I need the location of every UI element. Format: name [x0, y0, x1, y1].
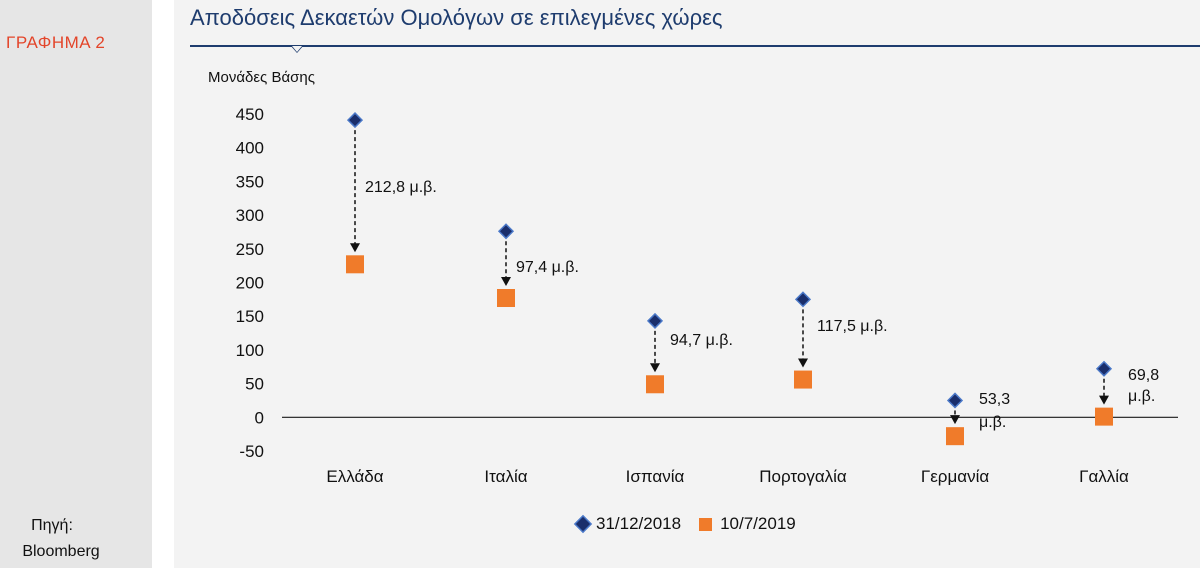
change-annotations: 212,8 μ.β. 97,4 μ.β. 94,7 μ.β. 117,5 μ.β. 53… — [365, 179, 1159, 431]
title-notch-inner — [292, 46, 302, 52]
change-arrow-head — [350, 243, 360, 253]
change-arrow-head — [501, 277, 511, 287]
chart-panel — [174, 0, 1200, 568]
x-tick-label: Ελλάδα — [326, 467, 383, 486]
y-axis-label: Μονάδες Βάσης — [208, 69, 315, 86]
diamond-marker-icon — [575, 516, 591, 532]
change-annotation: 94,7 μ.β. — [670, 332, 733, 349]
change-annotation: μ.β. — [979, 414, 1006, 431]
panel-gap — [152, 0, 174, 568]
y-tick-label: 400 — [236, 139, 264, 158]
y-tick-label: 50 — [245, 375, 264, 394]
change-annotation: 69,8 — [1128, 367, 1159, 384]
graph-number-label: ΓΡΑΦΗΜΑ 2 — [6, 33, 106, 52]
change-annotation: 212,8 μ.β. — [365, 179, 437, 196]
change-arrow-head — [950, 415, 960, 425]
change-annotation: 97,4 μ.β. — [516, 259, 579, 276]
square-marker — [346, 255, 364, 274]
source-label: Πηγή: — [31, 517, 73, 534]
change-arrow-head — [650, 363, 660, 373]
square-marker — [1095, 407, 1113, 426]
y-axis-ticks: 450 400 350 300 250 200 150 100 50 0 -50 — [236, 105, 264, 461]
x-tick-label: Πορτογαλία — [759, 467, 847, 486]
square-marker-icon — [699, 517, 713, 531]
diamond-marker — [497, 223, 515, 240]
square-marker — [946, 427, 964, 446]
y-tick-label: 200 — [236, 274, 264, 293]
chart-title: Αποδόσεις Δεκαετών Ομολόγων σε επιλεγμέν… — [190, 5, 723, 30]
x-tick-label: Ιταλία — [484, 467, 527, 486]
source-value: Bloomberg — [22, 543, 100, 560]
y-tick-label: 0 — [255, 408, 264, 427]
x-tick-label: Γερμανία — [921, 467, 990, 486]
y-tick-label: 300 — [236, 206, 264, 225]
diamond-marker — [646, 312, 664, 329]
legend-item-series-1: 31/12/2018 — [575, 514, 682, 534]
left-panel: ΓΡΑΦΗΜΑ 2 Πηγή: Bloomberg — [0, 0, 152, 568]
y-tick-label: 450 — [236, 105, 264, 124]
change-arrows — [350, 130, 1109, 425]
y-tick-label: 350 — [236, 172, 264, 191]
square-marker — [646, 375, 664, 394]
change-annotation: 117,5 μ.β. — [817, 318, 888, 335]
legend-label-series-2: 10/7/2019 — [720, 514, 796, 533]
y-tick-label: 100 — [236, 341, 264, 360]
title-rule — [190, 45, 1200, 47]
x-tick-label: Ισπανία — [626, 467, 685, 486]
change-annotation: 53,3 — [979, 391, 1010, 408]
diamond-marker — [346, 112, 364, 129]
square-marker — [794, 370, 812, 389]
x-axis-labels: Ελλάδα Ιταλία Ισπανία Πορτογαλία Γερμανία Γαλ… — [326, 467, 1129, 486]
diamond-marker — [794, 291, 812, 308]
y-tick-label: 150 — [236, 307, 264, 326]
diamond-marker — [946, 392, 964, 409]
change-annotation: μ.β. — [1128, 388, 1155, 405]
change-arrow-head — [1099, 395, 1109, 405]
diamond-marker — [1095, 360, 1113, 377]
y-tick-label: 250 — [236, 240, 264, 259]
legend-item-series-2: 10/7/2019 — [699, 514, 796, 534]
x-tick-label: Γαλλία — [1079, 467, 1129, 486]
y-tick-label: -50 — [239, 442, 264, 461]
legend-label-series-1: 31/12/2018 — [596, 514, 682, 533]
square-marker — [497, 289, 515, 308]
data-markers — [346, 112, 1113, 446]
legend: 31/12/2018 10/7/2019 — [575, 514, 806, 534]
change-arrow-head — [798, 358, 808, 368]
